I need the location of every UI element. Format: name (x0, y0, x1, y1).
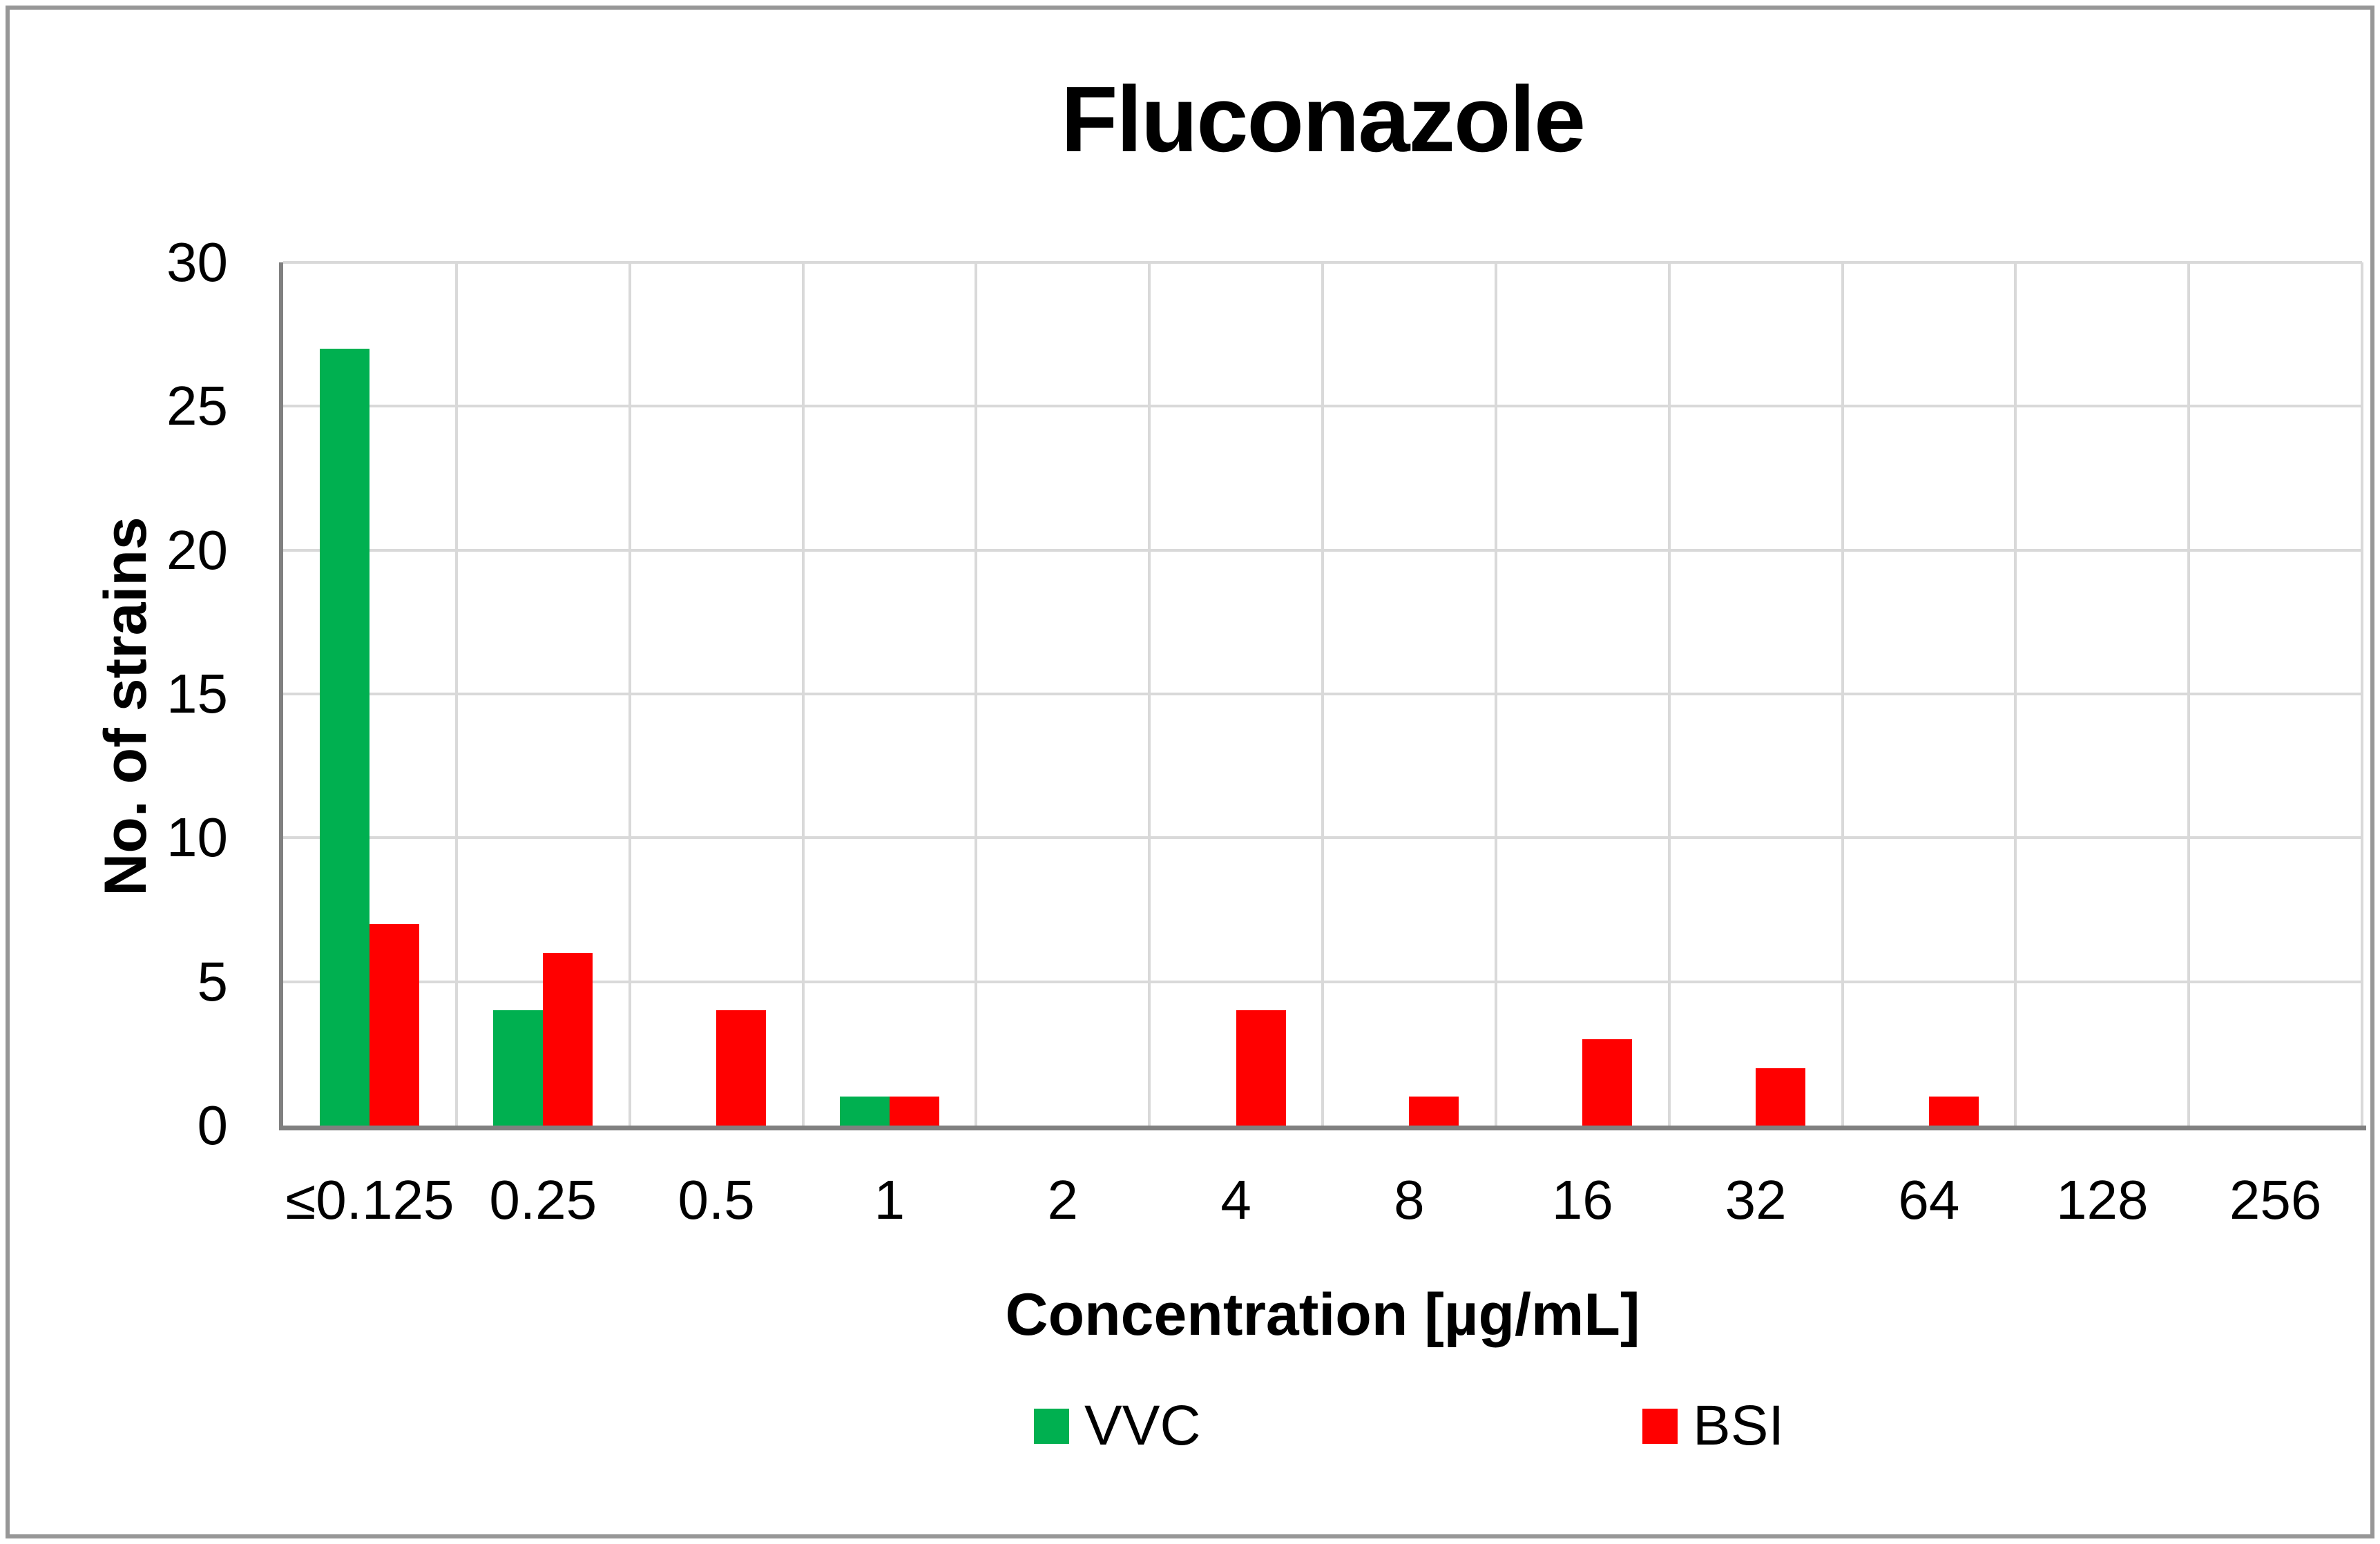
x-gridline-10 (2014, 262, 2017, 1126)
vvc-legend-label: VVC (1084, 1394, 1201, 1457)
x-gridline-12 (2361, 262, 2363, 1126)
x-tick-label-64: 64 (1898, 1169, 1960, 1231)
legend-item-bsi: BSI (1642, 1381, 1784, 1471)
bar-bsi-32 (1756, 1068, 1806, 1126)
x-gridline-2 (628, 262, 631, 1126)
bar-bsi-1 (889, 1097, 939, 1126)
x-gridline-4 (975, 262, 978, 1126)
bar-bsi-0.25 (543, 953, 593, 1126)
y-tick-label-25: 25 (166, 375, 228, 437)
y-tick-label-5: 5 (197, 950, 229, 1012)
x-gridline-8 (1667, 262, 1671, 1126)
bar-bsi-4 (1236, 1010, 1286, 1126)
x-tick-label-8: 8 (1394, 1169, 1425, 1231)
x-tick-label-1: 1 (874, 1169, 905, 1231)
x-gridline-7 (1494, 262, 1497, 1126)
x-tick-label-2: 2 (1047, 1169, 1079, 1231)
x-gridline-3 (801, 262, 805, 1126)
bar-bsi-64 (1928, 1097, 1979, 1126)
x-tick-label-0.25: 0.25 (489, 1169, 597, 1231)
x-tick-label-≤0.125: ≤0.125 (285, 1169, 454, 1231)
bar-vvc-0.25 (493, 1010, 544, 1126)
x-tick-label-32: 32 (1725, 1169, 1787, 1231)
y-axis-title: No. of strains (93, 517, 159, 896)
bar-bsi-0.5 (716, 1010, 767, 1126)
bar-bsi-16 (1582, 1039, 1633, 1126)
bar-vvc-1 (839, 1097, 890, 1126)
y-tick-label-10: 10 (166, 807, 228, 869)
x-tick-label-128: 128 (2056, 1169, 2149, 1231)
x-gridline-11 (2187, 262, 2191, 1126)
x-axis-title: Concentration [µg/mL] (1005, 1282, 1640, 1348)
y-tick-label-0: 0 (197, 1094, 229, 1156)
x-gridline-1 (454, 262, 458, 1126)
y-tick-label-30: 30 (166, 231, 228, 293)
bar-bsi-≤0.125 (370, 924, 420, 1126)
x-gridline-6 (1321, 262, 1324, 1126)
legend: VVC BSI (0, 1381, 2380, 1471)
y-tick-label-15: 15 (166, 663, 228, 724)
bsi-legend-swatch (1642, 1408, 1678, 1444)
legend-item-vvc: VVC (1034, 1381, 1201, 1471)
x-gridline-9 (1841, 262, 1844, 1126)
x-tick-label-4: 4 (1220, 1169, 1251, 1231)
chart-title: Fluconazole (1060, 67, 1586, 171)
plot-area: 0 5 10 15 20 25 30 ≤0.125 0.25 0.5 1 2 4 8 16 32 64 128 25… (166, 235, 2366, 1228)
y-tick-label-20: 20 (166, 519, 228, 581)
vvc-legend-swatch (1034, 1408, 1069, 1444)
x-tick-label-16: 16 (1551, 1169, 1613, 1231)
x-tick-label-0.5: 0.5 (678, 1169, 755, 1231)
bar-vvc-≤0.125 (320, 349, 370, 1126)
bsi-legend-label: BSI (1693, 1394, 1785, 1457)
bar-bsi-8 (1409, 1097, 1459, 1126)
x-tick-label-256: 256 (2229, 1169, 2322, 1231)
y-axis-line (279, 262, 283, 1128)
x-axis-line (279, 1126, 2366, 1130)
x-gridline-5 (1148, 262, 1151, 1126)
